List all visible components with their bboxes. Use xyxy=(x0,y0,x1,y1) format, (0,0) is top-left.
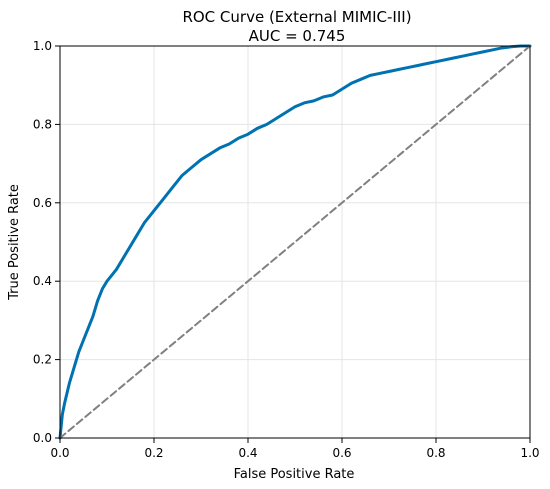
x-tick-label: 1.0 xyxy=(520,446,539,460)
plot-frame xyxy=(59,45,531,439)
y-tick-label: 0.2 xyxy=(33,353,52,367)
x-axis-label: False Positive Rate xyxy=(234,467,355,482)
y-tick-label: 0.8 xyxy=(33,117,52,131)
series-layer xyxy=(58,44,532,440)
y-tick-label: 0.0 xyxy=(33,431,52,445)
x-tick-label: 0.0 xyxy=(50,446,69,460)
x-tick-label: 0.4 xyxy=(238,446,257,460)
chart-subtitle: AUC = 0.745 xyxy=(249,27,346,45)
x-tick-label: 0.2 xyxy=(144,446,163,460)
y-tick-label: 1.0 xyxy=(33,39,52,53)
y-tick-label: 0.6 xyxy=(33,196,52,210)
x-tick-label: 0.6 xyxy=(332,446,351,460)
chance-diagonal-line xyxy=(59,45,531,439)
x-tick-label: 0.8 xyxy=(426,446,445,460)
y-axis-label: True Positive Rate xyxy=(7,184,22,301)
tick-layer: 0.0 0.2 0.4 0.6 0.8 1.0 0.0 0.2 0.4 0.6 0.8 1.0 xyxy=(33,39,540,460)
chart-title: ROC Curve (External MIMIC-III) xyxy=(182,8,411,26)
roc-curve-line xyxy=(58,44,532,440)
plot-border xyxy=(59,45,531,439)
y-tick-label: 0.4 xyxy=(33,274,52,288)
